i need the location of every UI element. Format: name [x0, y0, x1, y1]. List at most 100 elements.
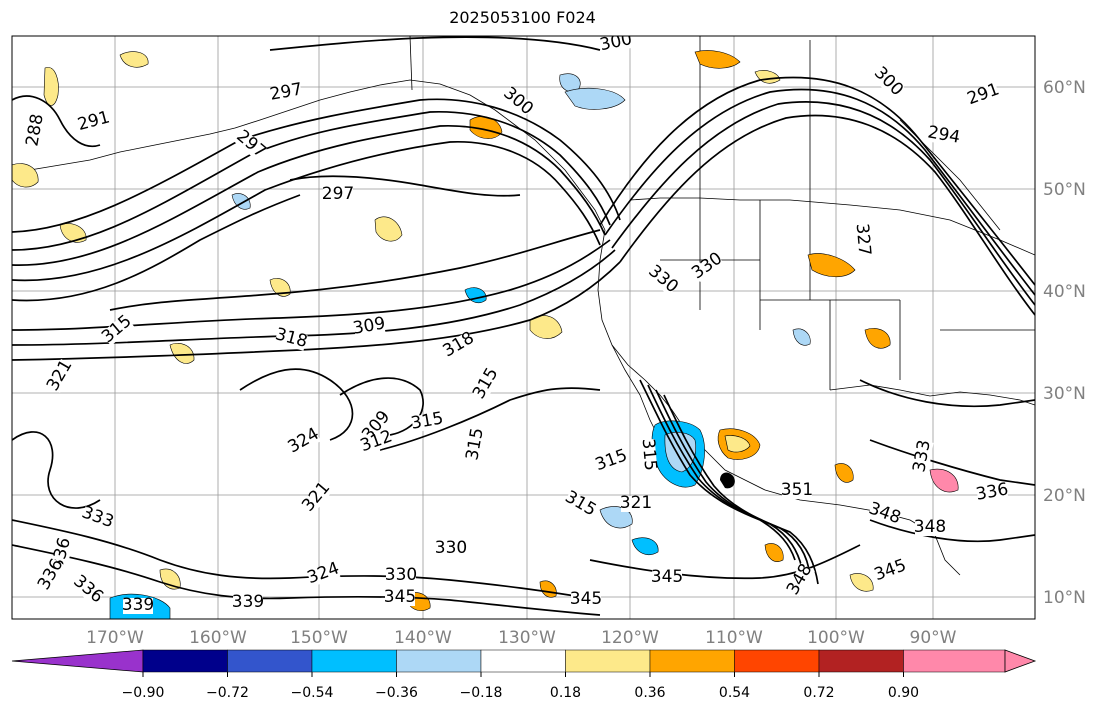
contour-label-backdrop — [25, 114, 47, 147]
map-title: 2025053100 F024 — [449, 8, 596, 27]
colorbar-min-extend — [11, 649, 144, 673]
storm-center-marker — [720, 472, 735, 489]
contour-value-label: 345 — [651, 567, 683, 587]
contour-value-text: 321 — [620, 493, 652, 513]
latitude-tick-label: 30°N — [1043, 384, 1086, 404]
contour-value-text: 348 — [914, 517, 946, 537]
contour-value-label: 315 — [638, 438, 661, 472]
contour-label-backdrop — [786, 563, 815, 597]
contour-label-backdrop — [782, 483, 812, 499]
contour-label-backdrop — [927, 125, 960, 147]
contour-layer — [12, 36, 1035, 616]
colorbar-segment — [903, 649, 1006, 673]
colorbar-tick-label: −0.54 — [291, 685, 334, 701]
colorbar-tick-label: −0.36 — [375, 685, 418, 701]
contour-value-text: 330 — [385, 565, 417, 585]
longitude-tick-label: 110°W — [705, 628, 763, 648]
longitude-tick-label: 140°W — [394, 628, 452, 648]
colorbar-tick-label: 0.36 — [634, 685, 665, 701]
longitude-tick-label: 100°W — [807, 628, 865, 648]
colorbar-segment — [649, 649, 735, 673]
contour-value-text: 345 — [651, 567, 683, 587]
contour-value-label: 351 — [781, 480, 813, 500]
colorbar-segment — [142, 649, 228, 673]
contour-label-backdrop — [359, 429, 394, 455]
contour-label-backdrop — [871, 65, 905, 99]
colorbar-segment — [227, 649, 313, 673]
contour-label-backdrop — [912, 440, 934, 473]
latitude-tick-label: 20°N — [1043, 486, 1086, 506]
colorbar-segment — [734, 649, 820, 673]
contour-value-text: 297 — [322, 184, 354, 204]
contour-label-backdrop — [80, 505, 115, 531]
contour-label-backdrop — [323, 187, 353, 203]
contour-label-backdrop — [500, 86, 535, 118]
contour-value-label: 321 — [620, 493, 652, 513]
contour-label-backdrop — [976, 482, 1009, 504]
contour-label-backdrop — [465, 428, 487, 461]
contour-value-label: 339 — [232, 592, 264, 612]
coastline-layer — [29, 36, 1035, 576]
contour-label-backdrop — [442, 331, 476, 360]
colorbar-tick-label: −0.72 — [206, 685, 249, 701]
longitude-tick-label: 130°W — [498, 628, 556, 648]
contour-value-text: 351 — [781, 480, 813, 500]
contour-label-backdrop — [301, 480, 333, 515]
contour-label-backdrop — [353, 316, 386, 338]
colorbar-tick-label: −0.90 — [122, 685, 165, 701]
contour-label-backdrop — [46, 359, 75, 393]
longitude-tick-label: 160°W — [189, 628, 247, 648]
contour-label-backdrop — [915, 520, 945, 536]
contour-value-label: 330 — [435, 538, 467, 558]
contour-label-backdrop — [77, 110, 111, 134]
contour-value-text: 327 — [852, 223, 875, 257]
contour-label-backdrop — [436, 541, 466, 557]
contour-label-backdrop — [873, 558, 908, 584]
colorbar-tick-label: −0.18 — [460, 685, 503, 701]
colorbar — [11, 649, 1037, 673]
colorbar-segment — [311, 649, 397, 673]
contour-value-text: 339 — [122, 595, 154, 615]
contour-label-backdrop — [852, 224, 872, 256]
colorbar-tick-label: 0.54 — [719, 685, 750, 701]
contour-label-backdrop — [100, 314, 135, 346]
longitude-labels: 170°W 160°W 150°W 140°W 130°W 120°W 110°W 100°W… — [86, 628, 957, 648]
longitude-tick-label: 120°W — [601, 628, 659, 648]
contour-label-backdrop — [287, 427, 321, 456]
contour-label-backdrop — [472, 367, 501, 401]
latitude-tick-label: 10°N — [1043, 588, 1086, 608]
contour-label-backdrop — [867, 501, 902, 527]
colorbar-segment — [565, 649, 651, 673]
longitude-tick-label: 170°W — [86, 628, 144, 648]
contour-label-backdrop — [594, 448, 629, 474]
contour-label-backdrop — [386, 568, 416, 584]
contour-value-label: 345 — [570, 589, 602, 609]
contour-label-backdrop — [966, 82, 1001, 108]
contour-label-backdrop — [638, 439, 658, 471]
contour-value-label: 291 — [75, 107, 112, 135]
contour-label-backdrop — [563, 490, 597, 519]
contour-label-backdrop — [571, 592, 601, 608]
contour-value-label: 327 — [852, 223, 875, 257]
map-frame — [11, 35, 1036, 620]
contour-label-backdrop — [270, 82, 303, 104]
contour-label-backdrop — [233, 129, 268, 161]
contour-label-backdrop — [385, 590, 415, 606]
contour-value-text: 330 — [435, 538, 467, 558]
colorbar-tick-label: 0.18 — [550, 685, 581, 701]
contour-label-backdrop — [274, 327, 308, 351]
colorbar-tick-label: 0.90 — [888, 685, 919, 701]
graticule-grid — [12, 36, 1035, 619]
contour-label-backdrop — [645, 264, 680, 296]
latitude-tick-label: 60°N — [1043, 78, 1086, 98]
contour-value-label: 339 — [122, 595, 154, 615]
contour-label-backdrop — [621, 496, 651, 512]
contour-value-label: 297 — [322, 184, 354, 204]
contour-label-backdrop — [37, 558, 66, 592]
contour-label-backdrop — [123, 598, 153, 614]
contour-label-backdrop — [599, 36, 633, 55]
colorbar-segment — [818, 649, 904, 673]
contour-label-backdrop — [652, 570, 682, 586]
